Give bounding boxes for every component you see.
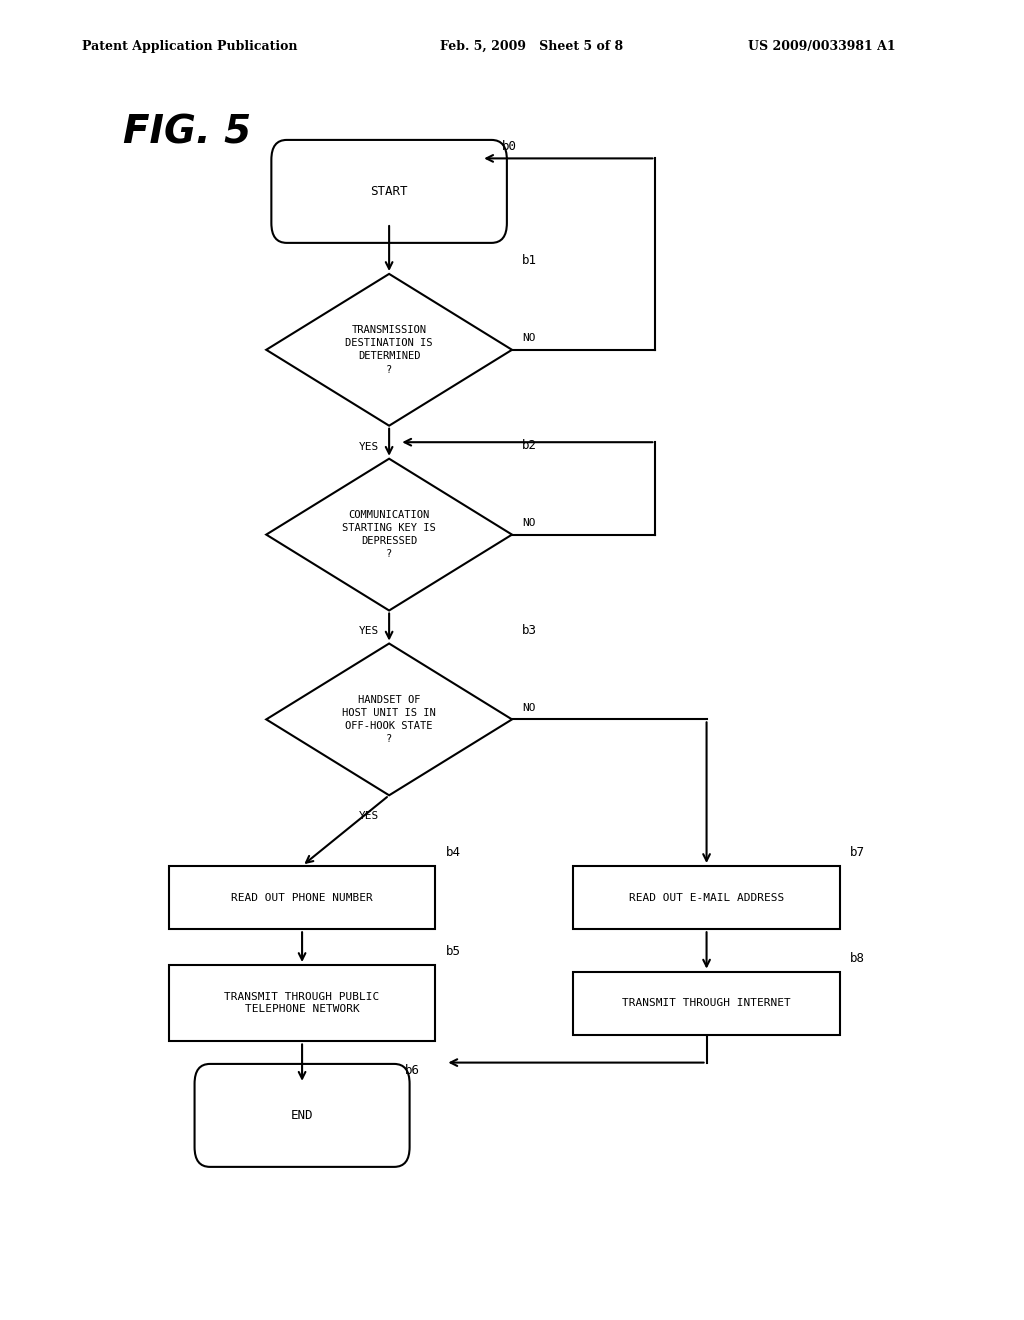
Text: Feb. 5, 2009   Sheet 5 of 8: Feb. 5, 2009 Sheet 5 of 8 [440,40,624,53]
Text: b6: b6 [404,1064,420,1077]
Text: NO: NO [522,333,536,343]
Text: b5: b5 [445,945,461,958]
Text: FIG. 5: FIG. 5 [123,114,251,150]
Text: NO: NO [522,702,536,713]
Bar [573,972,840,1035]
Text: TRANSMISSION
DESTINATION IS
DETERMINED
?: TRANSMISSION DESTINATION IS DETERMINED ? [345,325,433,375]
Text: YES: YES [358,441,379,451]
Text: READ OUT E-MAIL ADDRESS: READ OUT E-MAIL ADDRESS [629,892,784,903]
Text: TRANSMIT THROUGH PUBLIC
TELEPHONE NETWORK: TRANSMIT THROUGH PUBLIC TELEPHONE NETWOR… [224,993,380,1014]
Text: b1: b1 [522,255,538,267]
Text: START: START [371,185,408,198]
Text: b7: b7 [850,846,865,859]
Text: b4: b4 [445,846,461,859]
Text: HANDSET OF
HOST UNIT IS IN
OFF-HOOK STATE
?: HANDSET OF HOST UNIT IS IN OFF-HOOK STAT… [342,694,436,744]
Polygon shape [266,275,512,425]
Text: b2: b2 [522,440,538,451]
Bar [169,866,435,929]
Text: END: END [291,1109,313,1122]
Bar [169,965,435,1041]
Text: b0: b0 [502,140,517,153]
Polygon shape [266,643,512,795]
Text: YES: YES [358,627,379,636]
Bar [573,866,840,929]
Text: TRANSMIT THROUGH INTERNET: TRANSMIT THROUGH INTERNET [623,998,791,1008]
Text: b8: b8 [850,952,865,965]
Text: NO: NO [522,517,536,528]
Polygon shape [266,459,512,610]
Text: US 2009/0033981 A1: US 2009/0033981 A1 [748,40,895,53]
Text: Patent Application Publication: Patent Application Publication [82,40,297,53]
Text: b3: b3 [522,624,538,636]
Text: READ OUT PHONE NUMBER: READ OUT PHONE NUMBER [231,892,373,903]
Text: COMMUNICATION
STARTING KEY IS
DEPRESSED
?: COMMUNICATION STARTING KEY IS DEPRESSED … [342,510,436,560]
Text: YES: YES [358,810,379,821]
FancyBboxPatch shape [195,1064,410,1167]
FancyBboxPatch shape [271,140,507,243]
